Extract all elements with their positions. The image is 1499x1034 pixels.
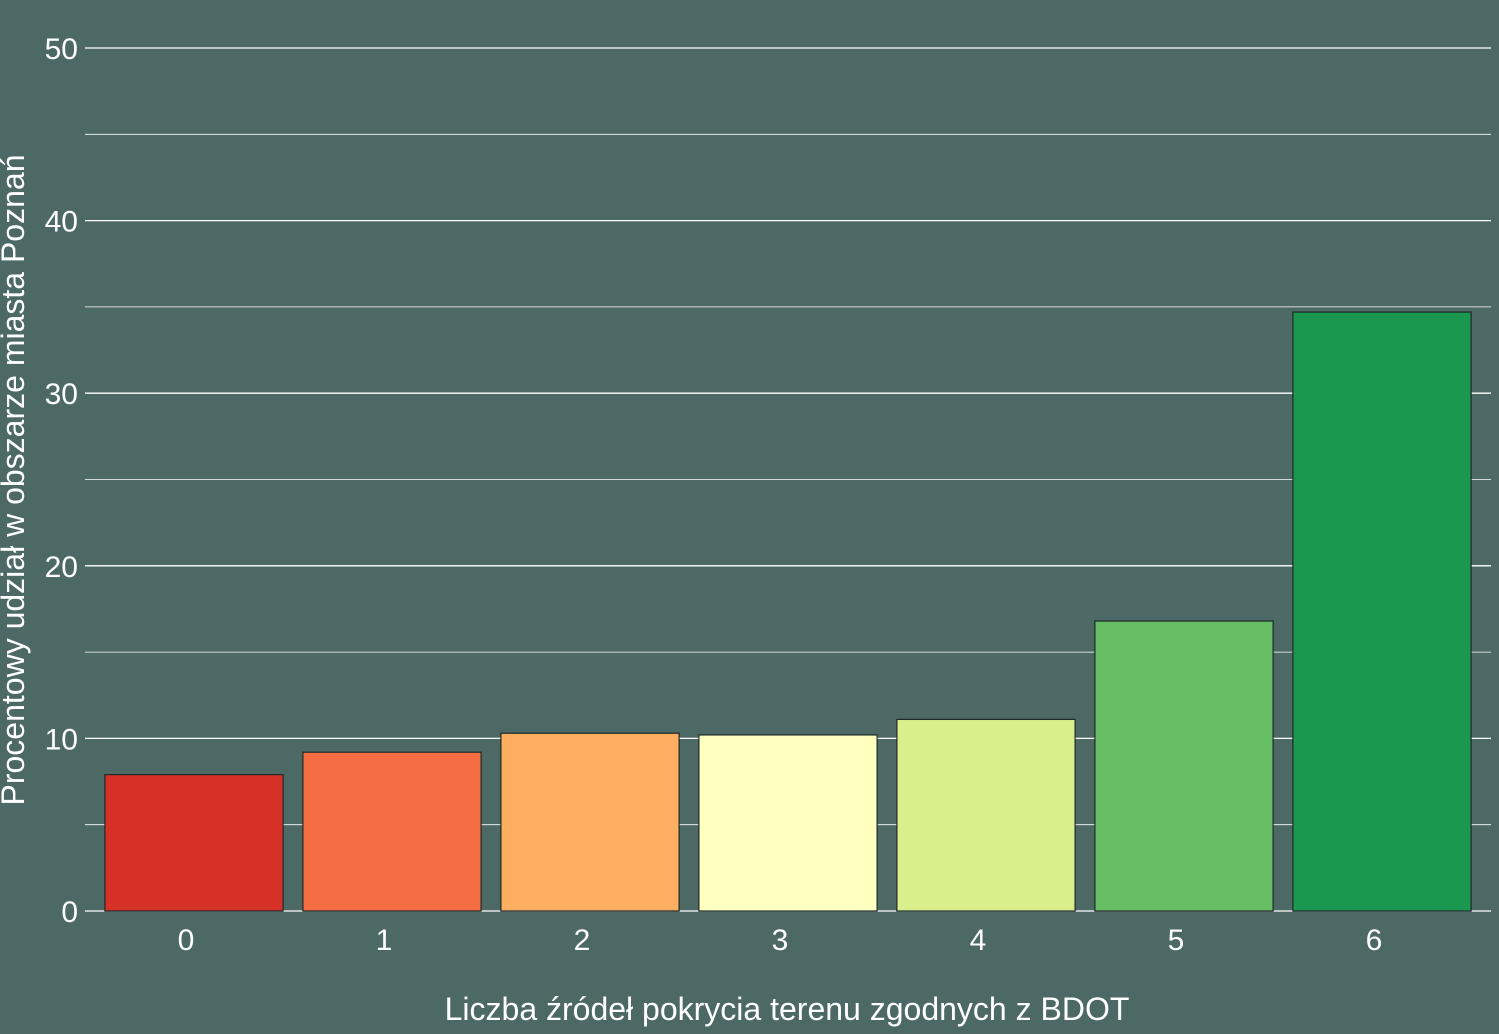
y-tick-label: 50 [45, 33, 78, 66]
bar-2 [500, 732, 680, 912]
x-tick-label: 2 [574, 924, 591, 957]
y-tick-label: 40 [45, 206, 78, 239]
bar-0 [104, 774, 284, 912]
x-tick-label: 3 [772, 924, 789, 957]
x-tick-label: 4 [970, 924, 987, 957]
bar-4 [896, 718, 1076, 912]
bar-5 [1094, 620, 1274, 912]
bar-1 [302, 751, 482, 912]
y-axis-ticks: 0 10 20 30 40 50 [45, 33, 78, 929]
y-tick-label: 20 [45, 551, 78, 584]
x-axis-title: Liczba źródeł pokrycia terenu zgodnych z… [445, 991, 1130, 1027]
bar-6 [1292, 311, 1472, 912]
y-axis-title: Procentowy udział w obszarze miasta Pozn… [0, 155, 31, 806]
bar-3 [698, 734, 878, 912]
x-tick-label: 6 [1366, 924, 1383, 957]
y-tick-label: 30 [45, 378, 78, 411]
x-tick-label: 0 [178, 924, 195, 957]
bars [104, 311, 1472, 912]
x-tick-label: 5 [1168, 924, 1185, 957]
x-axis-ticks: 0 1 2 3 4 5 6 [178, 924, 1383, 957]
y-tick-label: 10 [45, 723, 78, 756]
y-tick-label: 0 [61, 896, 78, 929]
x-tick-label: 1 [376, 924, 393, 957]
